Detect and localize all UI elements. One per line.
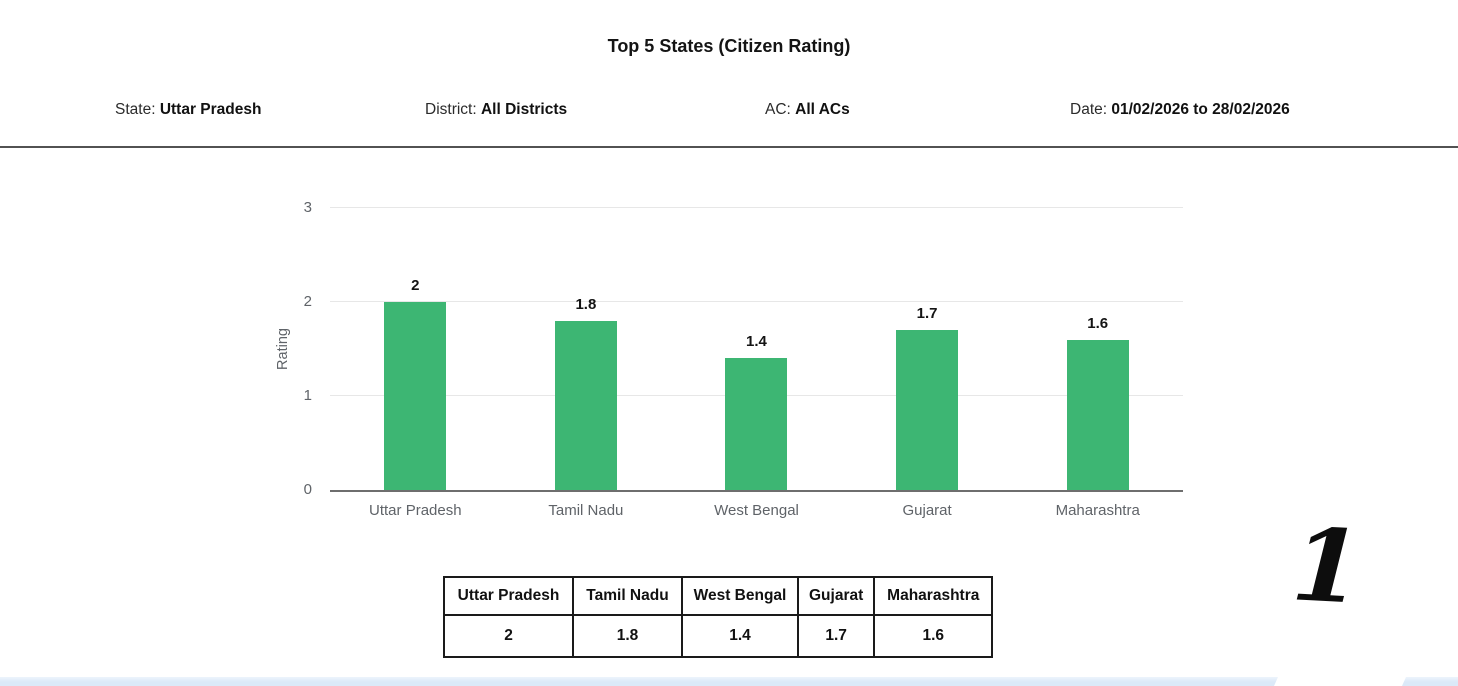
bar-slot: 1.6 Maharashtra xyxy=(1012,208,1183,519)
filter-item-state: State: Uttar Pradesh xyxy=(115,101,261,119)
bottom-strip xyxy=(0,677,1458,686)
bar-value-label: 1.7 xyxy=(916,305,938,323)
filter-item-district: District: All Districts xyxy=(425,101,567,119)
bar-value-label: 1.4 xyxy=(746,333,767,351)
bar-value-label: 1.8 xyxy=(575,295,597,313)
x-axis-label: Tamil Nadu xyxy=(548,502,624,519)
bar-west-bengal xyxy=(725,358,788,490)
bar-chart-plot-area: Rating 0 1 2 3 2 Uttar Pradesh 1.8 Tamil Nadu 1.… xyxy=(275,199,1183,519)
table-value-cell: 2 xyxy=(443,614,574,658)
y-tick-label: 3 xyxy=(303,199,312,216)
summary-table: Uttar Pradesh Tamil Nadu West Bengal Gujara… xyxy=(443,576,994,658)
header-divider xyxy=(0,146,1458,148)
gridline-y3 xyxy=(330,207,1183,208)
table-header-row: Uttar Pradesh Tamil Nadu West Bengal Gujara… xyxy=(443,576,994,616)
bar-gujarat xyxy=(896,330,959,490)
bar-tamil-nadu xyxy=(554,320,617,490)
y-tick-label: 0 xyxy=(303,481,312,498)
bar-slot: 2 Uttar Pradesh xyxy=(330,208,501,519)
table-header-cell: Gujarat xyxy=(796,576,876,616)
bar-slot: 1.4 West Bengal xyxy=(671,208,842,519)
filter-value: 01/02/2026 to 28/02/2026 xyxy=(1111,101,1290,118)
y-tick-label: 2 xyxy=(303,293,312,310)
table-header-cell: Tamil Nadu xyxy=(572,576,683,616)
filter-label: State: xyxy=(115,101,160,118)
y-tick-label: 1 xyxy=(303,387,312,404)
table-value-cell: 1.8 xyxy=(572,614,683,658)
table-header-cell: West Bengal xyxy=(681,576,799,616)
x-axis-label: West Bengal xyxy=(714,502,799,519)
table-value-cell: 1.7 xyxy=(796,614,876,658)
filter-item-ac: AC: All ACs xyxy=(765,101,850,119)
table-header-cell: Uttar Pradesh xyxy=(443,576,574,616)
filter-label: Date: xyxy=(1070,101,1112,118)
strip-notch xyxy=(1273,677,1407,686)
filter-value: All Districts xyxy=(480,101,568,118)
handwritten-annotation-1: 1 xyxy=(1288,505,1365,627)
bar-uttar-pradesh xyxy=(384,302,447,490)
x-axis-label: Uttar Pradesh xyxy=(369,502,462,519)
page-title: Top 5 States (Citizen Rating) xyxy=(607,36,851,56)
filter-bar: State: Uttar Pradesh District: All Distri… xyxy=(0,101,1458,125)
table-header-cell: Maharashtra xyxy=(873,576,994,616)
filter-label: AC: xyxy=(765,101,796,118)
filter-value: All ACs xyxy=(795,101,850,118)
bar-value-label: 1.6 xyxy=(1087,314,1109,332)
gridline-y2 xyxy=(330,301,1183,302)
filter-item-date: Date: 01/02/2026 to 28/02/2026 xyxy=(1070,101,1290,119)
filter-label: District: xyxy=(425,101,481,118)
bar-slot: 1.8 Tamil Nadu xyxy=(501,208,672,519)
bar-value-label: 2 xyxy=(411,277,420,294)
table-value-cell: 1.4 xyxy=(681,614,799,658)
x-axis-label: Gujarat xyxy=(902,502,952,519)
bar-slot: 1.7 Gujarat xyxy=(842,208,1013,519)
filter-value: Uttar Pradesh xyxy=(159,101,262,118)
table-value-row: 2 1.8 1.4 1.7 1.6 xyxy=(443,614,994,658)
bar-maharashtra xyxy=(1066,339,1129,490)
x-axis-label: Maharashtra xyxy=(1055,502,1140,519)
table-value-cell: 1.6 xyxy=(873,614,994,658)
y-axis-title: Rating xyxy=(275,328,291,370)
